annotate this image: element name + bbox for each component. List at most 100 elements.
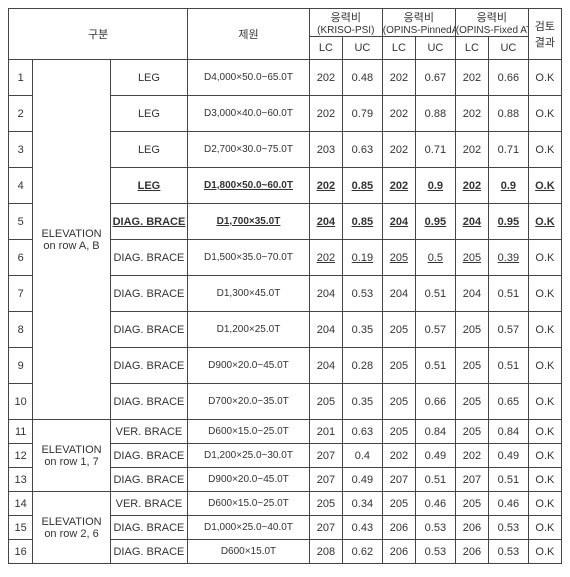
member-type: LEG bbox=[110, 132, 187, 168]
lc-a: 205 bbox=[309, 384, 342, 420]
row-no: 9 bbox=[9, 348, 33, 384]
lc-a: 202 bbox=[309, 60, 342, 96]
spec: D700×20.0~35.0T bbox=[188, 384, 310, 420]
lc-b: 206 bbox=[382, 540, 415, 564]
lc-a: 207 bbox=[309, 444, 342, 468]
lc-a: 204 bbox=[309, 348, 342, 384]
lc-b: 202 bbox=[382, 168, 415, 204]
row-no: 11 bbox=[9, 420, 33, 444]
lc-b: 202 bbox=[382, 96, 415, 132]
hdr-uc-3: UC bbox=[488, 37, 528, 60]
uc-a: 0.35 bbox=[342, 312, 382, 348]
lc-b: 207 bbox=[382, 468, 415, 492]
lc-c: 205 bbox=[455, 312, 488, 348]
uc-b: 0.51 bbox=[415, 348, 455, 384]
member-type: DIAG. BRACE bbox=[110, 348, 187, 384]
lc-c: 202 bbox=[455, 444, 488, 468]
uc-c: 0.51 bbox=[488, 276, 528, 312]
result: O.K bbox=[528, 312, 561, 348]
uc-c: 0.84 bbox=[488, 420, 528, 444]
hdr-ratio2: 응력비 (OPINS-PinnedATW) bbox=[382, 9, 455, 37]
group-elevation-ab: ELEVATION on row A, B bbox=[33, 60, 110, 420]
uc-a: 0.63 bbox=[342, 420, 382, 444]
lc-c: 202 bbox=[455, 168, 488, 204]
row-no: 6 bbox=[9, 240, 33, 276]
result: O.K bbox=[528, 204, 561, 240]
member-type: DIAG. BRACE bbox=[110, 516, 187, 540]
lc-a: 202 bbox=[309, 240, 342, 276]
result: O.K bbox=[528, 240, 561, 276]
uc-b: 0.66 bbox=[415, 384, 455, 420]
result: O.K bbox=[528, 516, 561, 540]
row-no: 16 bbox=[9, 540, 33, 564]
uc-c: 0.51 bbox=[488, 348, 528, 384]
uc-b: 0.9 bbox=[415, 168, 455, 204]
lc-a: 202 bbox=[309, 168, 342, 204]
uc-c: 0.57 bbox=[488, 312, 528, 348]
lc-b: 205 bbox=[382, 348, 415, 384]
spec: D1,700×35.0T bbox=[188, 204, 310, 240]
table-row: 11ELEVATION on row 1, 7VER. BRACED600×15… bbox=[9, 420, 562, 444]
uc-c: 0.66 bbox=[488, 60, 528, 96]
hdr-ratio1-sub: (KRISO-PSI) bbox=[310, 25, 382, 36]
uc-b: 0.53 bbox=[415, 540, 455, 564]
lc-c: 202 bbox=[455, 96, 488, 132]
uc-b: 0.51 bbox=[415, 468, 455, 492]
lc-b: 202 bbox=[382, 60, 415, 96]
group-elevation-17: ELEVATION on row 1, 7 bbox=[33, 420, 110, 492]
lc-b: 205 bbox=[382, 492, 415, 516]
lc-b: 205 bbox=[382, 312, 415, 348]
uc-b: 0.49 bbox=[415, 444, 455, 468]
spec: D2,700×30.0~75.0T bbox=[188, 132, 310, 168]
spec: D3,000×40.0~60.0T bbox=[188, 96, 310, 132]
uc-a: 0.79 bbox=[342, 96, 382, 132]
lc-a: 208 bbox=[309, 540, 342, 564]
hdr-lc-3: LC bbox=[455, 37, 488, 60]
hdr-ratio3-sub: (OPINS-Fixed ATW) bbox=[456, 25, 528, 36]
lc-c: 207 bbox=[455, 468, 488, 492]
lc-c: 204 bbox=[455, 276, 488, 312]
lc-c: 205 bbox=[455, 348, 488, 384]
uc-c: 0.39 bbox=[488, 240, 528, 276]
row-no: 3 bbox=[9, 132, 33, 168]
uc-a: 0.28 bbox=[342, 348, 382, 384]
hdr-ratio2-label: 응력비 bbox=[383, 9, 455, 25]
lc-c: 205 bbox=[455, 420, 488, 444]
spec: D1,200×25.0~30.0T bbox=[188, 444, 310, 468]
member-type: DIAG. BRACE bbox=[110, 468, 187, 492]
spec: D900×20.0~45.0T bbox=[188, 348, 310, 384]
member-type: DIAG. BRACE bbox=[110, 312, 187, 348]
uc-a: 0.62 bbox=[342, 540, 382, 564]
uc-a: 0.19 bbox=[342, 240, 382, 276]
spec: D1,300×45.0T bbox=[188, 276, 310, 312]
row-no: 13 bbox=[9, 468, 33, 492]
uc-a: 0.4 bbox=[342, 444, 382, 468]
uc-b: 0.67 bbox=[415, 60, 455, 96]
uc-b: 0.46 bbox=[415, 492, 455, 516]
row-no: 2 bbox=[9, 96, 33, 132]
uc-b: 0.53 bbox=[415, 516, 455, 540]
hdr-ratio1-label: 응력비 bbox=[310, 9, 382, 25]
lc-c: 205 bbox=[455, 384, 488, 420]
result: O.K bbox=[528, 60, 561, 96]
result: O.K bbox=[528, 540, 561, 564]
lc-c: 204 bbox=[455, 204, 488, 240]
result: O.K bbox=[528, 96, 561, 132]
hdr-gubun: 구분 bbox=[9, 9, 188, 60]
result: O.K bbox=[528, 276, 561, 312]
lc-b: 205 bbox=[382, 240, 415, 276]
uc-a: 0.85 bbox=[342, 168, 382, 204]
hdr-ratio1: 응력비 (KRISO-PSI) bbox=[309, 9, 382, 37]
lc-b: 204 bbox=[382, 204, 415, 240]
uc-b: 0.57 bbox=[415, 312, 455, 348]
uc-a: 0.35 bbox=[342, 384, 382, 420]
row-no: 1 bbox=[9, 60, 33, 96]
lc-c: 205 bbox=[455, 240, 488, 276]
lc-a: 205 bbox=[309, 492, 342, 516]
lc-a: 204 bbox=[309, 312, 342, 348]
spec: D1,000×25.0~40.0T bbox=[188, 516, 310, 540]
spec: D900×20.0~45.0T bbox=[188, 468, 310, 492]
hdr-uc-2: UC bbox=[415, 37, 455, 60]
spec: D1,800×50.0~60.0T bbox=[188, 168, 310, 204]
spec: D600×15.0T bbox=[188, 540, 310, 564]
